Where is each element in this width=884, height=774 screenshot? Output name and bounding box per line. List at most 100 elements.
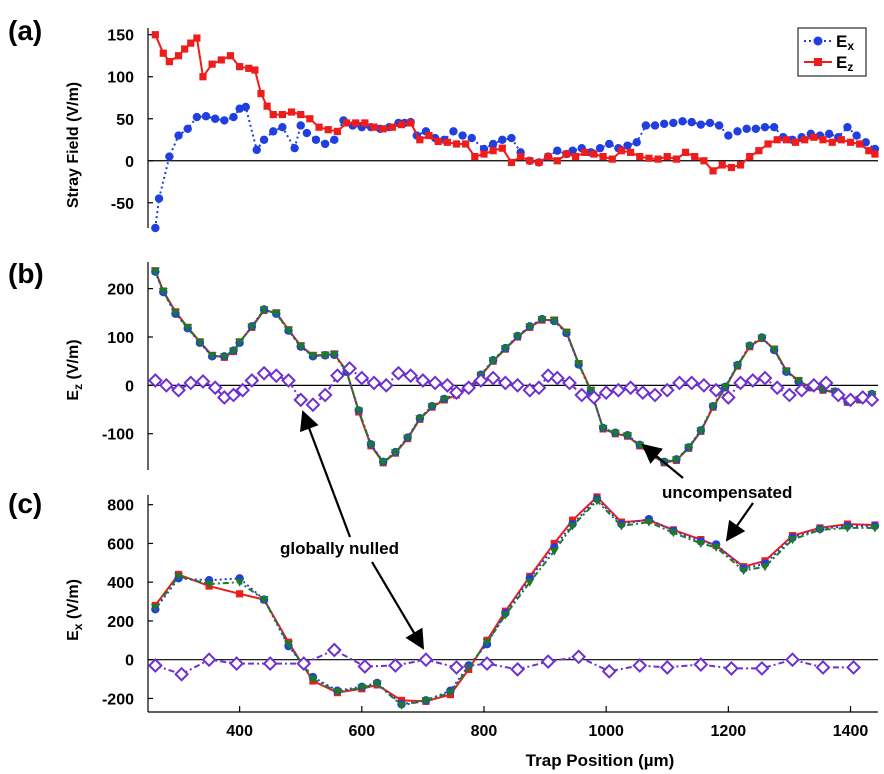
- data-point: [865, 147, 873, 155]
- data-point: [540, 654, 556, 670]
- data-point: [219, 353, 229, 362]
- data-point: [269, 127, 278, 136]
- data-point: [208, 60, 216, 68]
- data-point: [782, 387, 797, 403]
- data-point: [354, 370, 370, 386]
- data-point: [696, 539, 706, 548]
- data-point: [357, 684, 367, 693]
- data-point: [513, 332, 523, 341]
- data-point: [852, 131, 861, 140]
- data-point: [226, 387, 241, 403]
- data-point: [641, 121, 651, 130]
- data-point: [787, 536, 797, 545]
- data-point: [320, 351, 330, 360]
- data-point: [861, 138, 870, 147]
- data-point: [421, 697, 431, 706]
- data-point: [598, 385, 614, 401]
- y-tick-label: 50: [116, 112, 134, 129]
- data-point: [480, 150, 488, 158]
- data-point: [183, 375, 199, 391]
- data-point: [443, 138, 451, 146]
- data-point: [397, 121, 406, 129]
- data-point: [407, 119, 415, 127]
- data-point: [760, 122, 770, 132]
- data-point: [806, 377, 822, 393]
- data-point: [561, 329, 571, 338]
- data-point: [760, 563, 770, 572]
- data-point: [549, 370, 565, 386]
- globally-nulled-label: globally nulled: [280, 539, 399, 558]
- data-point: [320, 139, 330, 149]
- y-tick-label: 800: [107, 498, 134, 515]
- data-point: [724, 131, 733, 140]
- data-point: [754, 660, 770, 676]
- panel-b-series: [148, 267, 880, 467]
- data-point: [794, 382, 810, 398]
- data-point: [864, 392, 880, 408]
- data-point: [681, 148, 690, 156]
- uncompensated-label: uncompensated: [662, 483, 792, 502]
- data-point: [439, 395, 449, 404]
- data-point: [259, 135, 269, 144]
- data-point: [462, 140, 470, 148]
- data-point: [229, 347, 239, 356]
- data-point: [746, 152, 754, 161]
- data-point: [159, 49, 167, 57]
- data-point: [165, 152, 174, 161]
- y-tick-label: -100: [102, 427, 134, 444]
- data-point: [769, 122, 779, 132]
- data-point: [843, 122, 852, 132]
- data-point: [151, 31, 159, 39]
- data-point: [626, 148, 635, 156]
- data-point: [745, 342, 755, 351]
- panel-c-label: (c): [8, 488, 42, 519]
- data-point: [736, 161, 745, 169]
- data-point: [801, 136, 809, 144]
- panel-a-series: [151, 31, 880, 233]
- data-point: [810, 133, 818, 141]
- series-uncompensated-alt: [151, 267, 877, 466]
- x-tick-label: 400: [226, 723, 253, 740]
- data-point: [733, 127, 742, 136]
- data-point: [415, 415, 425, 424]
- data-point: [687, 117, 696, 127]
- data-point: [290, 143, 299, 153]
- y-tick-label: 0: [125, 154, 134, 171]
- data-point: [842, 524, 852, 533]
- data-point: [181, 45, 189, 53]
- data-point: [871, 150, 879, 158]
- data-point: [708, 382, 724, 398]
- data-point: [654, 155, 662, 163]
- data-point: [708, 403, 718, 412]
- data-point: [236, 63, 244, 71]
- uncompensated-arrow-c: [725, 502, 754, 542]
- panel-a-label: (a): [8, 15, 42, 46]
- data-point: [259, 596, 269, 605]
- data-point: [388, 123, 396, 131]
- data-point: [525, 578, 535, 587]
- x-tick-label: 1200: [711, 723, 747, 740]
- data-point: [195, 338, 205, 347]
- data-point: [574, 387, 590, 403]
- data-point: [617, 147, 626, 155]
- data-point: [263, 102, 271, 110]
- data-point: [390, 449, 400, 458]
- panel-c: (c) Ex (V/m) -200 0 200 400 600 800: [8, 488, 880, 712]
- data-point: [824, 129, 834, 139]
- y-tick-label: -50: [111, 196, 134, 213]
- panel-c-ylabel: Ex (V/m): [65, 579, 85, 641]
- data-point: [315, 123, 323, 131]
- data-point: [517, 152, 525, 161]
- data-point: [342, 119, 351, 127]
- x-tick-label: 1400: [833, 723, 869, 740]
- data-point: [489, 147, 497, 155]
- data-point: [427, 403, 437, 412]
- data-point: [195, 374, 211, 389]
- data-point: [507, 158, 516, 167]
- data-point: [259, 306, 269, 315]
- data-point: [549, 547, 559, 556]
- data-point: [217, 56, 225, 64]
- data-point: [471, 152, 479, 161]
- series-globally-nulled: [148, 361, 880, 413]
- data-point: [684, 444, 694, 453]
